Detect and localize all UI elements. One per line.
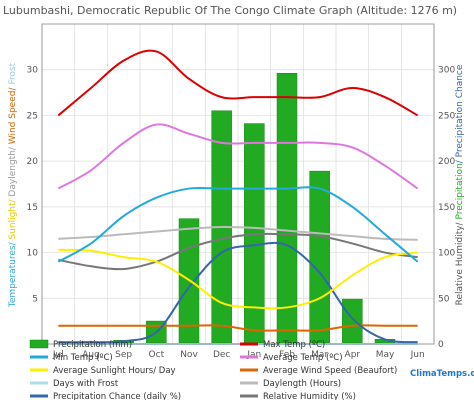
line-min-temp-c <box>57 186 419 263</box>
legend-item-average-wind-speed-beaufort: Average Wind Speed (Beaufort) <box>240 366 397 376</box>
left-axis-ticks: 051015202530 <box>27 66 39 350</box>
legend-swatch <box>29 339 49 349</box>
right-axis-ticks: 0 50 100 150 200 250 300 <box>438 66 455 350</box>
line-precipitation-chance-daily <box>58 241 418 344</box>
left-axis-label: Temperatures/ Sunlight/ Daylength/ Wind … <box>8 62 18 308</box>
legend-item-precipitation-mm: Precipitation (mm) <box>29 339 132 350</box>
right-tick-label: 250 <box>438 111 455 121</box>
legend-label: Precipitation Chance (daily %) <box>53 392 181 400</box>
left-tick-label: 5 <box>32 294 38 304</box>
chart-title: Lubumbashi, Democratic Republic Of The C… <box>3 4 457 17</box>
axis-label-part: Wind Speed/ <box>8 85 18 145</box>
left-tick-label: 15 <box>27 203 38 213</box>
right-tick-label: 100 <box>438 249 455 259</box>
right-tick-label: 300 <box>438 66 455 76</box>
legend-item-average-sunlight-hours-day: Average Sunlight Hours/ Day <box>30 366 176 376</box>
axis-label-part: Sunlight/ <box>8 197 18 240</box>
line-average-temp-c <box>57 123 419 190</box>
plot-frame <box>41 23 435 345</box>
legend-item-max-temp-c: Max Temp (ºC) <box>240 340 325 350</box>
precipitation-bar <box>276 73 298 344</box>
x-tick-label: Aug <box>82 350 100 360</box>
legend-item-days-with-frost: Days with Frost <box>30 379 119 389</box>
legend-item-average-temp-c: Average Temp (ºC) <box>240 353 343 363</box>
legend-label: Precipitation (mm) <box>53 340 132 350</box>
x-tick-label: Apr <box>345 350 361 360</box>
axis-label-part: Frost <box>8 62 18 84</box>
line-max-temp-c <box>57 49 419 117</box>
line-average-wind-speed-beaufort <box>58 324 418 332</box>
legend-label: Average Temp (ºC) <box>263 353 343 363</box>
axis-label-part: Temperatures/ <box>8 240 18 309</box>
x-tick-label: Jun <box>410 350 425 360</box>
legend-label: Average Wind Speed (Beaufort) <box>263 366 397 376</box>
x-tick-label: Mar <box>311 350 328 360</box>
precipitation-bar <box>342 298 363 344</box>
right-tick-label: 50 <box>438 294 450 304</box>
x-axis-ticks: Jul Aug Sep Oct Nov Dec Jan Feb Mar Apr May Jun <box>52 350 425 360</box>
precipitation-bar <box>309 170 330 344</box>
right-tick-label: 0 <box>438 340 444 350</box>
x-tick-label: Feb <box>279 350 295 360</box>
legend-item-relative-humidity: Relative Humidity (%) <box>240 392 356 400</box>
x-tick-label: May <box>376 350 395 360</box>
right-tick-label: 200 <box>438 157 455 167</box>
chart-grid <box>41 24 435 345</box>
legend-label: Max Temp (ºC) <box>263 340 325 350</box>
legend-item-min-temp-c: Min Temp (ºC) <box>30 353 113 363</box>
legend-label: Min Temp (ºC) <box>53 353 113 363</box>
legend-label: Average Sunlight Hours/ Day <box>53 366 176 376</box>
axis-label-part: Precipitation <box>455 163 465 219</box>
left-tick-label: 20 <box>27 157 39 167</box>
x-tick-label: Nov <box>180 350 198 360</box>
brand-logo: ClimaTemps.com <box>410 369 474 379</box>
axis-label-part: Relative Humidity/ <box>455 220 465 306</box>
legend-label: Days with Frost <box>53 379 119 389</box>
axis-label-part: / Precipitation Chance <box>455 64 465 163</box>
left-tick-label: 30 <box>27 66 39 76</box>
line-relative-humidity <box>58 232 418 271</box>
axis-label-part: Daylength/ <box>8 144 18 196</box>
x-tick-label: Jul <box>52 350 64 360</box>
left-tick-label: 25 <box>27 111 38 121</box>
x-tick-label: Dec <box>213 350 230 360</box>
x-tick-label: Jan <box>246 350 261 360</box>
line-daylength-hours <box>58 225 418 241</box>
right-tick-label: 150 <box>438 203 455 213</box>
left-tick-label: 10 <box>27 249 39 259</box>
line-average-sunlight-hours-day <box>58 248 418 310</box>
legend-label: Relative Humidity (%) <box>263 392 356 400</box>
right-axis-label: Relative Humidity/ Precipitation/ Precip… <box>455 64 465 305</box>
legend-item-precipitation-chance-daily: Precipitation Chance (daily %) <box>30 392 181 400</box>
legend-item-daylength-hours: Daylength (Hours) <box>240 379 341 389</box>
chart-legend: Precipitation (mm) Max Temp (ºC) Min Temp … <box>29 339 397 400</box>
x-tick-label: Oct <box>149 350 165 360</box>
legend-label: Daylength (Hours) <box>263 379 341 389</box>
x-tick-label: Sep <box>115 350 132 360</box>
brand-text: ClimaTemps.com <box>410 369 474 379</box>
